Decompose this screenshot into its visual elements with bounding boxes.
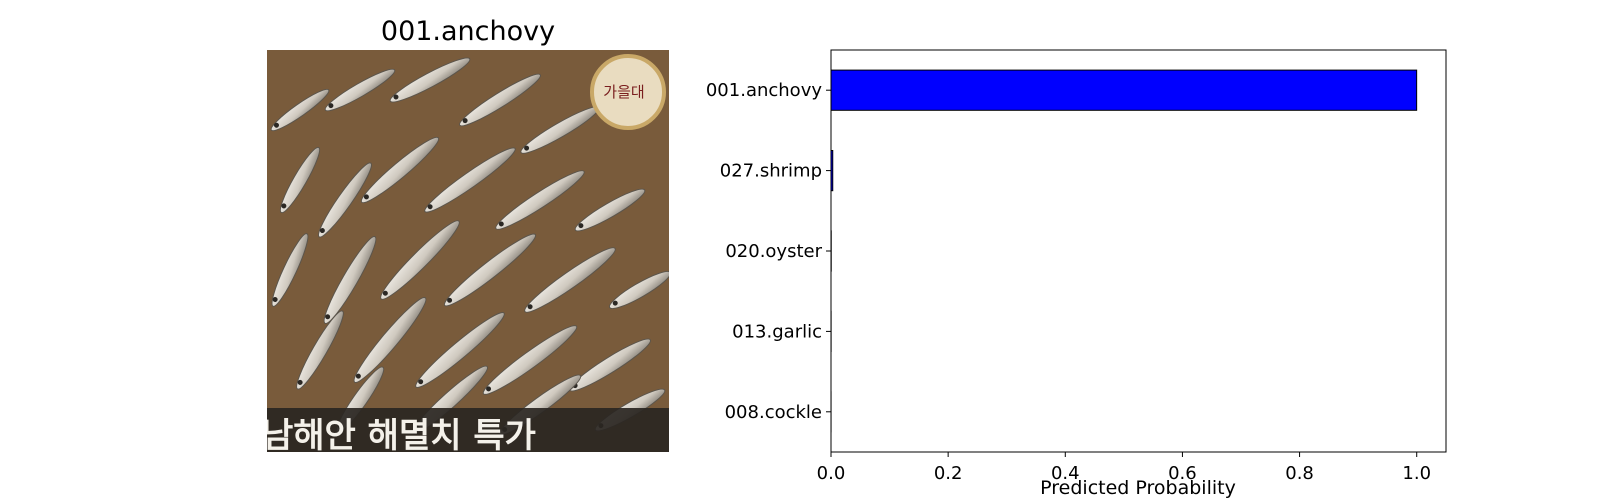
fish-shape — [324, 68, 396, 112]
fish-shape — [482, 325, 578, 395]
logo-seal: 가을대 — [603, 83, 644, 101]
x-tick-label: 0.2 — [934, 463, 963, 484]
anchovy-photo: 남해안 해멸치 특가 가을대 — [262, 50, 669, 456]
fish-shape — [296, 310, 344, 390]
bar-027-shrimp — [830, 150, 834, 192]
fish-shape — [323, 236, 377, 324]
fish-shape — [608, 270, 669, 310]
x-tick-label: 0.8 — [1285, 463, 1314, 484]
fish-shape — [353, 297, 427, 383]
bar-001-anchovy — [830, 69, 1418, 111]
fish-shape — [495, 170, 585, 230]
probability-bar-chart: 001.anchovy 027.shrimp 020.oyster 013.garli… — [706, 49, 1447, 499]
fish-shape — [279, 146, 321, 214]
y-tick-label: 001.anchovy — [706, 80, 822, 101]
fish-shape — [380, 220, 460, 300]
fish-shape — [271, 233, 309, 307]
fish-shape — [270, 88, 330, 132]
x-tick-label: 0.0 — [817, 463, 846, 484]
photo-caption: 남해안 해멸치 특가 — [262, 416, 536, 456]
y-tick-label: 020.oyster — [725, 241, 822, 262]
x-tick-label: 1.0 — [1402, 463, 1431, 484]
x-axis-label: Predicted Probability — [1040, 477, 1236, 499]
y-tick-label: 008.cockle — [725, 402, 822, 423]
fish-shape — [360, 136, 440, 204]
image-title: 001.anchovy — [381, 16, 555, 47]
x-tick-label: 0.6 — [1168, 463, 1197, 484]
fish-shape — [389, 57, 471, 103]
fish-shape — [574, 188, 646, 232]
fish-shape — [415, 312, 505, 388]
fish-shape — [459, 73, 541, 127]
fish-shape — [524, 247, 616, 313]
y-tick-label: 013.garlic — [732, 321, 822, 342]
x-tick-label: 0.4 — [1051, 463, 1080, 484]
y-tick-label: 027.shrimp — [720, 161, 822, 182]
fish-shape — [318, 162, 372, 238]
fish-shape — [424, 147, 516, 213]
fish-shape — [443, 233, 537, 307]
